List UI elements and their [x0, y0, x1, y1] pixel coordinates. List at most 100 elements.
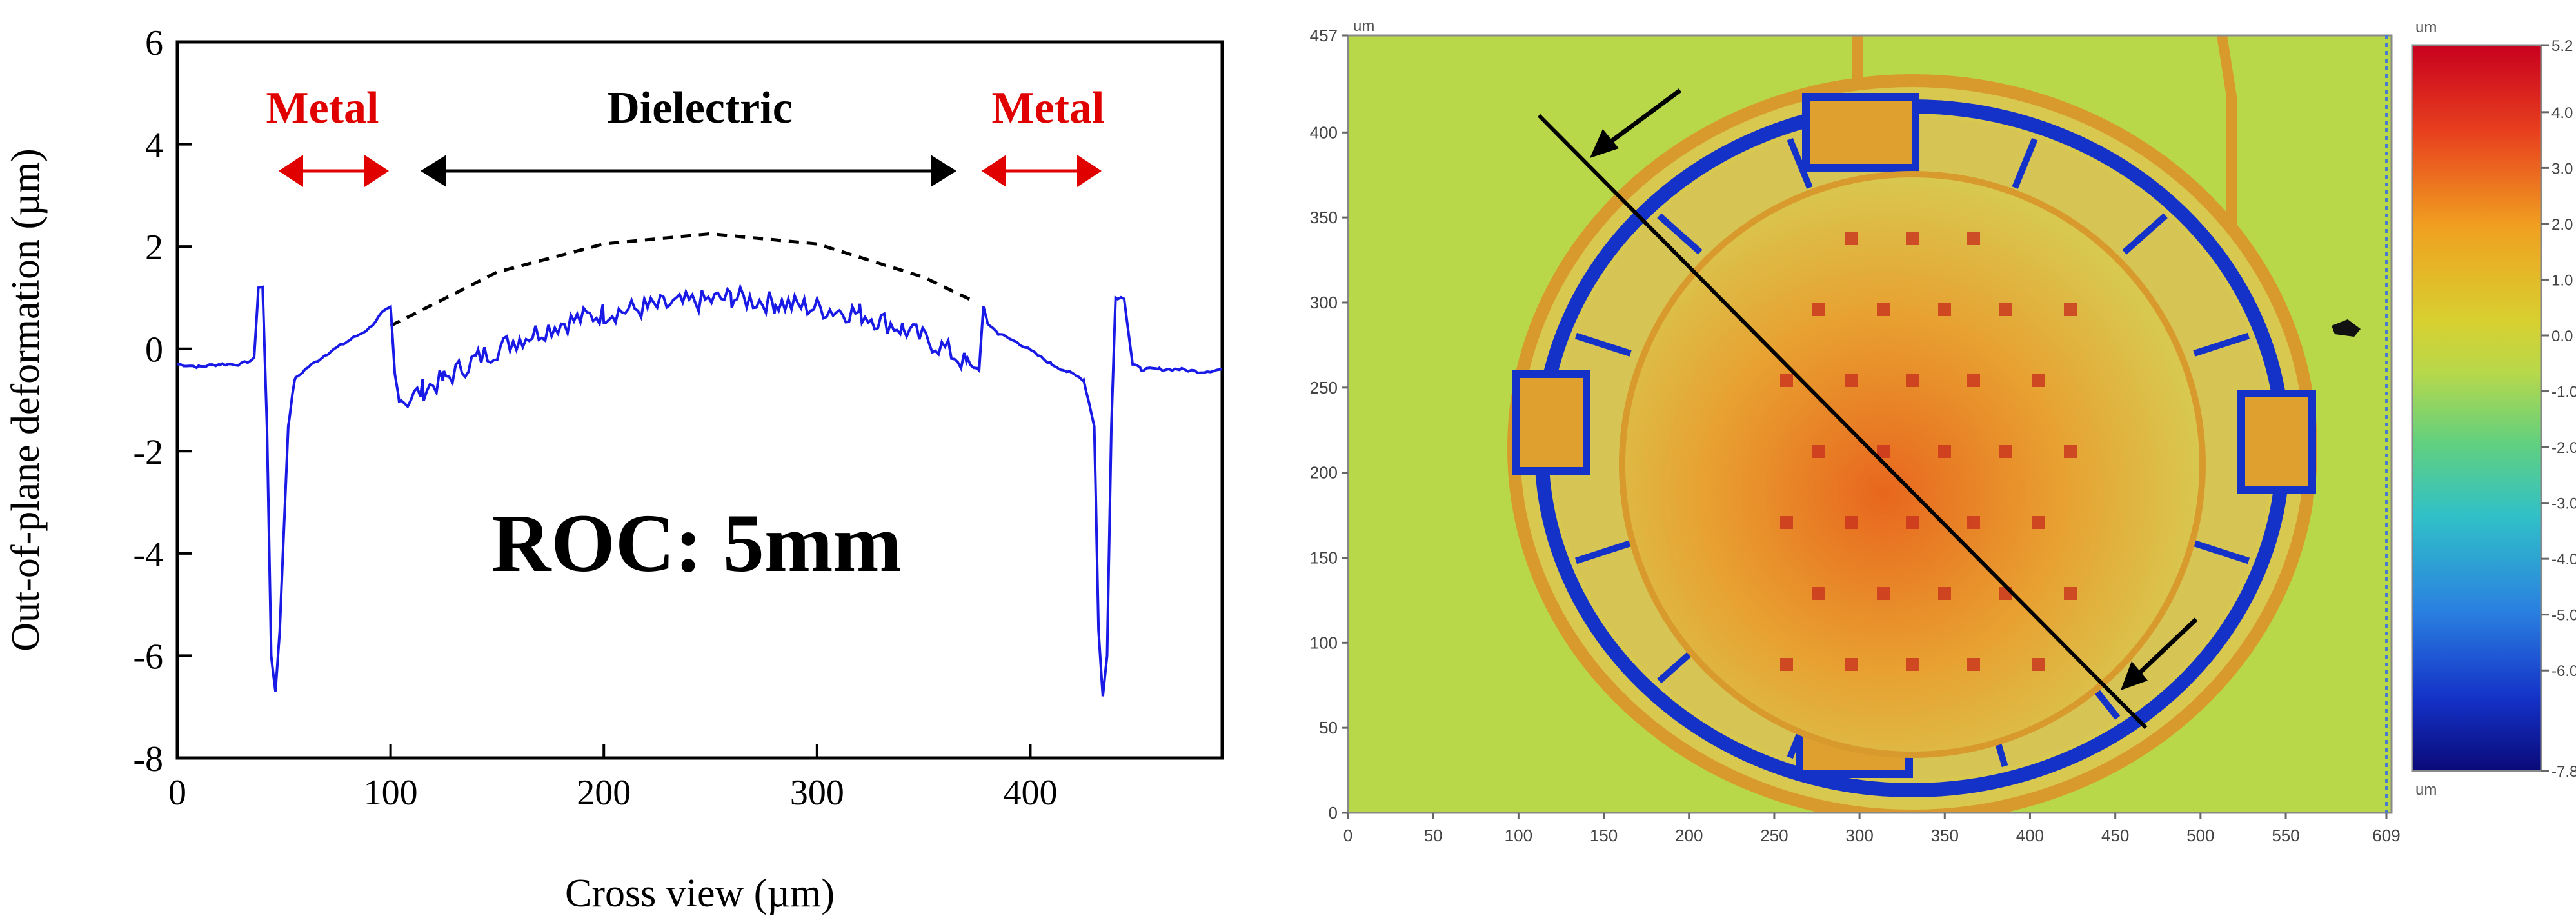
x-tick-label: 100: [364, 773, 418, 813]
dome-dot: [1906, 232, 1919, 245]
spoke: [2193, 540, 2250, 564]
spoke: [1574, 332, 1632, 357]
colorbar-tick-label: -4.0: [2551, 551, 2576, 568]
dielectric-arrow: [421, 155, 956, 187]
map-x-tick-label: 200: [1675, 826, 1703, 845]
dome-dot: [1812, 445, 1825, 458]
colorbar-tick-label: 1.0: [2551, 272, 2573, 289]
colorbar: [2411, 44, 2542, 772]
dome-dot: [1906, 658, 1919, 671]
spoke: [1657, 213, 1703, 255]
x-tick-label: 400: [1003, 773, 1057, 813]
y-tick-label: 0: [145, 330, 163, 370]
colorbar-tick-label: 5.2: [2551, 37, 2573, 55]
cross-section-line: [1537, 114, 2148, 730]
dome-dot: [1967, 232, 1980, 245]
map-x-tick-label: 250: [1760, 826, 1788, 845]
colorbar-tick-label: 2.0: [2551, 216, 2573, 234]
surface-map: 0 50 100 150 200 250 300 350 400 457 0 50 100 150 200…: [1310, 17, 2576, 845]
map-y-tick-label: 200: [1310, 463, 1338, 483]
defect-mark: [2332, 319, 2361, 337]
fitted-curvature-line: [390, 232, 976, 328]
dielectric-dome: [1619, 171, 2206, 758]
dome-dot: [1780, 516, 1793, 529]
spoke: [2193, 332, 2250, 357]
dome-dot: [1877, 303, 1890, 316]
roc-label: ROC: 5mm: [491, 497, 902, 589]
dome-dot: [1938, 445, 1951, 458]
dome-dot: [1967, 516, 1980, 529]
dome-dot: [1938, 303, 1951, 316]
map-x-tick-label: 450: [2101, 826, 2129, 845]
colorbar-ticks: 5.2 4.0 3.0 2.0 1.0 0.0 -1.0 -2.0 -3.0 -4.0 -5.0 -6…: [2541, 37, 2576, 781]
map-x-tick-label: 50: [1424, 826, 1443, 845]
map-y-tick-label: 350: [1310, 208, 1338, 227]
cross-section-arrow-top: [1590, 88, 1682, 158]
spoke: [2122, 213, 2168, 255]
map-y-tick-label: 100: [1310, 633, 1338, 652]
dome-dot: [1999, 303, 2012, 316]
profile-series-line: [177, 283, 1222, 697]
map-x-tick-label: 400: [2016, 826, 2044, 845]
colorbar-tick-label: 3.0: [2551, 160, 2573, 177]
map-y-tick-label: 400: [1310, 123, 1338, 142]
y-tick-label: 6: [145, 23, 163, 63]
map-x-tick-label: 0: [1343, 826, 1352, 845]
dome-dot: [1845, 232, 1858, 245]
dome-dot: [1812, 587, 1825, 600]
colorbar-tick-label: -1.0: [2551, 384, 2576, 401]
x-tick-label: 300: [790, 773, 844, 813]
y-axis: -8 -6 -4 -2 0 2 4 6: [133, 23, 192, 779]
colorbar-unit: um: [2415, 19, 2437, 36]
map-frame: [1347, 34, 2393, 814]
dome-dot: [2064, 303, 2077, 316]
dome-dot: [1845, 516, 1858, 529]
map-x-tick-label: 500: [2186, 826, 2214, 845]
dome-dot: [2032, 658, 2045, 671]
dome-dot: [1906, 516, 1919, 529]
map-x-axis: 0 50 100 150 200 250 300 350 400 450 500 550 609: [1343, 813, 2401, 845]
dome-dot: [1967, 658, 1980, 671]
dome-dot: [1967, 374, 1980, 387]
x-axis: 0 100 200 300 400: [168, 744, 1057, 813]
metal-right-label: Metal: [992, 83, 1105, 133]
y-tick-label: -4: [133, 535, 163, 575]
map-y-unit: um: [1353, 17, 1374, 35]
map-y-axis: 0 50 100 150 200 250 300 350 400 457: [1310, 26, 1348, 823]
map-y-tick-label: 250: [1310, 378, 1338, 397]
dome-dot: [1906, 374, 1919, 387]
spoke: [1574, 540, 1632, 564]
dome-dot: [1780, 374, 1793, 387]
colorbar-tick-label: -3.0: [2551, 495, 2576, 513]
y-tick-label: 4: [145, 126, 163, 166]
map-x-tick-label: 609: [2372, 826, 2400, 845]
x-tick-label: 0: [168, 773, 186, 813]
y-tick-label: -6: [133, 637, 163, 677]
colorbar-tick-label: 0.0: [2551, 328, 2573, 345]
colorbar-tick-label: -7.8: [2551, 763, 2576, 781]
x-tick-label: 200: [577, 773, 631, 813]
colorbar-tick-label: 4.0: [2551, 105, 2573, 122]
map-x-tick-label: 150: [1590, 826, 1618, 845]
map-x-tick-label: 300: [1845, 826, 1873, 845]
dome-dot: [1938, 587, 1951, 600]
x-axis-label: Cross view (µm): [565, 872, 835, 915]
spoke: [1787, 137, 1813, 189]
dome-dot: [1999, 445, 2012, 458]
y-axis-label: Out-of-plane deformation (µm): [4, 148, 48, 651]
dielectric-label: Dielectric: [607, 83, 793, 133]
dome-dot: [2064, 587, 2077, 600]
metal-left-label: Metal: [266, 83, 379, 133]
dome-dot: [1877, 445, 1890, 458]
dome-dot: [2032, 516, 2045, 529]
map-y-tick-label: 300: [1310, 293, 1338, 312]
plot-frame: [175, 40, 1224, 760]
spoke: [2012, 137, 2038, 189]
dome-dot: [2064, 445, 2077, 458]
map-x-tick-label: 100: [1505, 826, 1532, 845]
profile-chart: -8 -6 -4 -2 0 2 4 6 0 100 200 300 400 Out-of-plane …: [4, 23, 1224, 915]
y-tick-label: -8: [133, 739, 163, 779]
map-x-tick-label: 350: [1931, 826, 1959, 845]
map-y-tick-label: 457: [1310, 26, 1338, 45]
